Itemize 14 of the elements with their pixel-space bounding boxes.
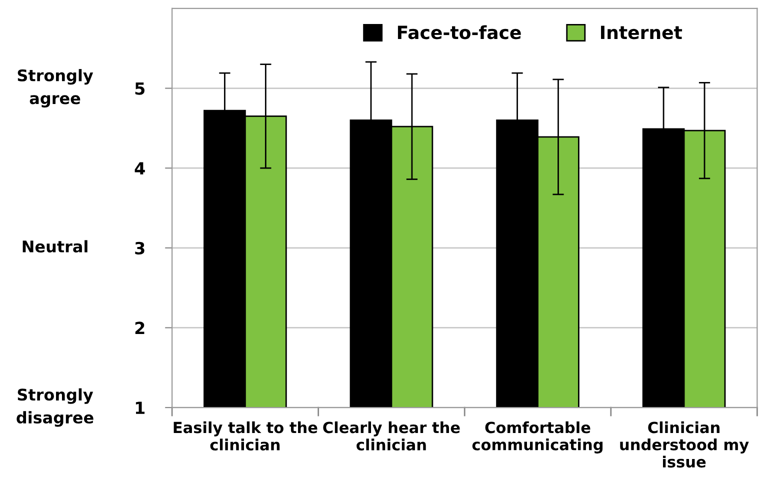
x-tick-label: Comfortable communicating bbox=[472, 421, 603, 454]
text: Strongly agree bbox=[18, 69, 94, 108]
text: Strongly disagree bbox=[16, 388, 94, 427]
y-tick-label: 5 bbox=[135, 82, 144, 95]
x-tick-label: Clinician understood my issue bbox=[620, 421, 749, 468]
y-tick-label: 2 bbox=[135, 322, 144, 334]
legend-label: Internet bbox=[601, 26, 682, 40]
legend-label: Face-to-face bbox=[398, 25, 521, 40]
y-tick-label: 4 bbox=[134, 162, 145, 174]
text: Neutral bbox=[22, 240, 88, 253]
x-tick-label: Clearly hear the clinician bbox=[323, 421, 460, 450]
y-tick-label: 1 bbox=[136, 402, 145, 414]
x-tick-label: Easily talk to the clinician bbox=[174, 421, 318, 450]
y-tick-label: 3 bbox=[135, 242, 144, 254]
